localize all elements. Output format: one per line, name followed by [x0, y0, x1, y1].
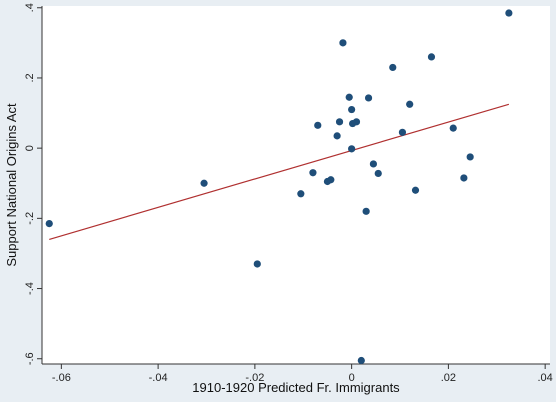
data-point [374, 169, 382, 178]
data-point [398, 128, 407, 136]
data-point [505, 9, 513, 17]
y-tick-label: .4 [24, 3, 36, 12]
data-point [333, 132, 341, 140]
data-point [339, 39, 347, 47]
data-point [335, 118, 344, 126]
data-point [369, 160, 378, 168]
y-tick-label: -.6 [24, 352, 36, 365]
data-point [406, 100, 414, 108]
data-point [362, 207, 370, 215]
data-point [466, 153, 474, 161]
data-point [460, 174, 468, 182]
data-point [348, 105, 356, 114]
x-tick-label: -.06 [52, 372, 71, 384]
data-point [352, 118, 361, 126]
data-point [357, 356, 365, 365]
x-tick-label: .02 [441, 372, 456, 384]
y-tick-label: 0 [24, 145, 36, 151]
data-point [253, 260, 261, 268]
data-point [427, 53, 436, 61]
data-point [389, 63, 397, 72]
y-axis-title: Support National Origins Act [4, 103, 19, 267]
y-tick-label: -.2 [24, 212, 36, 225]
data-point [309, 169, 317, 177]
y-tick-label: .2 [24, 73, 36, 82]
x-tick-label: -.02 [245, 372, 264, 384]
data-point [364, 94, 373, 102]
x-tick-label: -.04 [149, 372, 168, 384]
y-tick-label: -.4 [24, 282, 36, 295]
x-tick-label: .04 [538, 372, 553, 384]
x-tick-label: 0 [349, 372, 355, 384]
data-point [45, 220, 53, 228]
data-point [348, 145, 356, 153]
plot-area [42, 6, 550, 364]
fit-line [49, 103, 510, 240]
chart-marks: -.6 -.4 -.2 0 .2 .4 -.06 -.04 -.02 0 .02 .04 [24, 3, 553, 384]
x-axis-title: 1910-1920 Predicted Fr. Immigrants [192, 380, 400, 395]
data-point [200, 179, 208, 187]
data-point [314, 121, 322, 129]
data-point [449, 124, 457, 132]
data-point [345, 93, 353, 101]
data-point [297, 190, 305, 198]
data-point [411, 186, 420, 194]
data-point [327, 176, 335, 184]
